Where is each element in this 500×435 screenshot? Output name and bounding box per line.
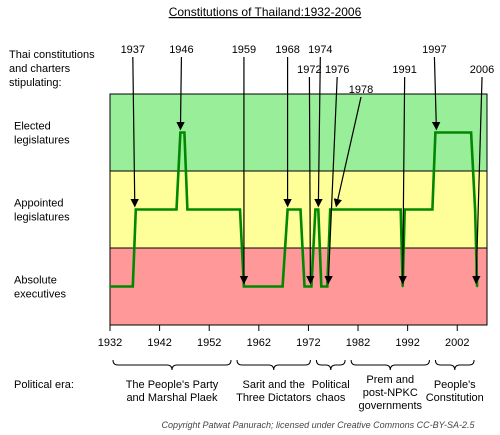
annotation-label: 1937: [121, 44, 145, 56]
data-point: [474, 208, 476, 211]
data-point: [317, 208, 320, 211]
era-brace: [112, 359, 232, 371]
data-point: [179, 131, 182, 134]
data-point: [470, 131, 473, 134]
era-label: governments: [358, 400, 422, 412]
x-tick-label: 2002: [445, 337, 469, 349]
band-label: executives: [14, 289, 66, 301]
era-brace: [236, 359, 311, 371]
data-point: [109, 285, 111, 288]
data-point: [320, 285, 323, 288]
x-tick-label: 1972: [296, 337, 320, 349]
band-labels: Elected legislatures Appointed legislatures…: [14, 121, 70, 301]
data-point: [239, 208, 241, 211]
y-label-line: Thai constitutions: [9, 49, 95, 61]
x-tick-label: 1992: [395, 337, 419, 349]
era-brace: [315, 359, 346, 371]
era-label: Three Dictators: [236, 392, 312, 404]
annotation-arrow: [130, 56, 139, 208]
data-point: [134, 208, 137, 211]
y-label-line: and charters: [9, 63, 71, 75]
era-brace: [434, 359, 475, 371]
era-label: Sarit and the: [243, 379, 305, 391]
data-point: [175, 208, 178, 211]
data-point: [243, 285, 245, 288]
era-label: Political: [312, 379, 350, 391]
data-point: [403, 208, 406, 211]
band-2: [109, 247, 488, 326]
x-tick-label: 1942: [147, 337, 171, 349]
data-point: [329, 208, 332, 211]
data-point: [310, 285, 313, 288]
annotation-arrow: [398, 76, 407, 285]
band-label: Appointed: [14, 198, 64, 210]
x-tick-label: 1962: [247, 337, 271, 349]
data-point: [434, 131, 437, 134]
band-label: Absolute: [14, 275, 57, 287]
annotation-arrow: [431, 56, 441, 131]
data-point: [286, 208, 289, 211]
x-tick-label: 1982: [346, 337, 370, 349]
annotation-arrow: [306, 76, 315, 285]
annotation-label: 1959: [232, 44, 256, 56]
annotation-label: 1997: [422, 44, 446, 56]
data-point: [186, 208, 189, 211]
era-label: and Marshal Plaek: [126, 392, 218, 404]
band-label: legislatures: [14, 212, 70, 224]
annotation-arrow: [324, 76, 338, 285]
band-label: Elected: [14, 121, 51, 133]
annotation-arrow: [176, 56, 185, 131]
annotation-label: 1991: [392, 64, 416, 76]
data-point: [314, 208, 317, 211]
data-point: [336, 208, 339, 211]
era-label: The People's Party: [126, 379, 219, 391]
data-point: [183, 131, 186, 134]
data-point: [431, 208, 434, 211]
eras-label: Political era:: [14, 379, 74, 391]
annotation-label: 1946: [169, 44, 193, 56]
data-point: [339, 208, 342, 211]
data-point: [281, 285, 284, 288]
data-point: [299, 208, 302, 211]
data-point: [326, 285, 329, 288]
annotation-arrow: [472, 76, 483, 285]
band-label: legislatures: [14, 135, 70, 147]
data-point: [131, 285, 134, 288]
era-brace: [350, 359, 430, 371]
annotation-label: 1978: [349, 84, 373, 96]
annotation-label: 1968: [275, 44, 299, 56]
band-backgrounds: [109, 93, 488, 326]
annotation-label: 1974: [308, 44, 332, 56]
era-label: People's: [434, 379, 476, 391]
y-axis-label: Thai constitutions and charters stipulatin…: [9, 49, 95, 89]
era-label: chaos: [316, 392, 346, 404]
chart-title: Constitutions of Thailand:1932-2006: [169, 5, 362, 19]
annotation-label: 1976: [325, 64, 349, 76]
era-label: Constitution: [426, 392, 484, 404]
x-tick-label: 1932: [98, 337, 122, 349]
annotation-arrow: [314, 56, 323, 208]
data-point: [401, 285, 404, 288]
data-point: [476, 285, 478, 288]
annotation-label: 1972: [297, 64, 321, 76]
annotation-arrow: [333, 96, 362, 208]
series: [109, 131, 479, 288]
credit-text: Copyright Patwat Panurach; licensed unde…: [162, 420, 476, 430]
data-point: [399, 208, 402, 211]
annotation-label: 2006: [470, 64, 494, 76]
y-label-line: stipulating:: [9, 77, 62, 89]
band-0: [109, 93, 488, 172]
data-point: [303, 285, 306, 288]
era-label: Prem and: [366, 374, 414, 386]
x-tick-label: 1952: [197, 337, 221, 349]
x-axis: 1932 1942 1952 1962 1972 1982 1992 2002: [98, 325, 469, 349]
era-label: post-NPKC: [363, 387, 418, 399]
